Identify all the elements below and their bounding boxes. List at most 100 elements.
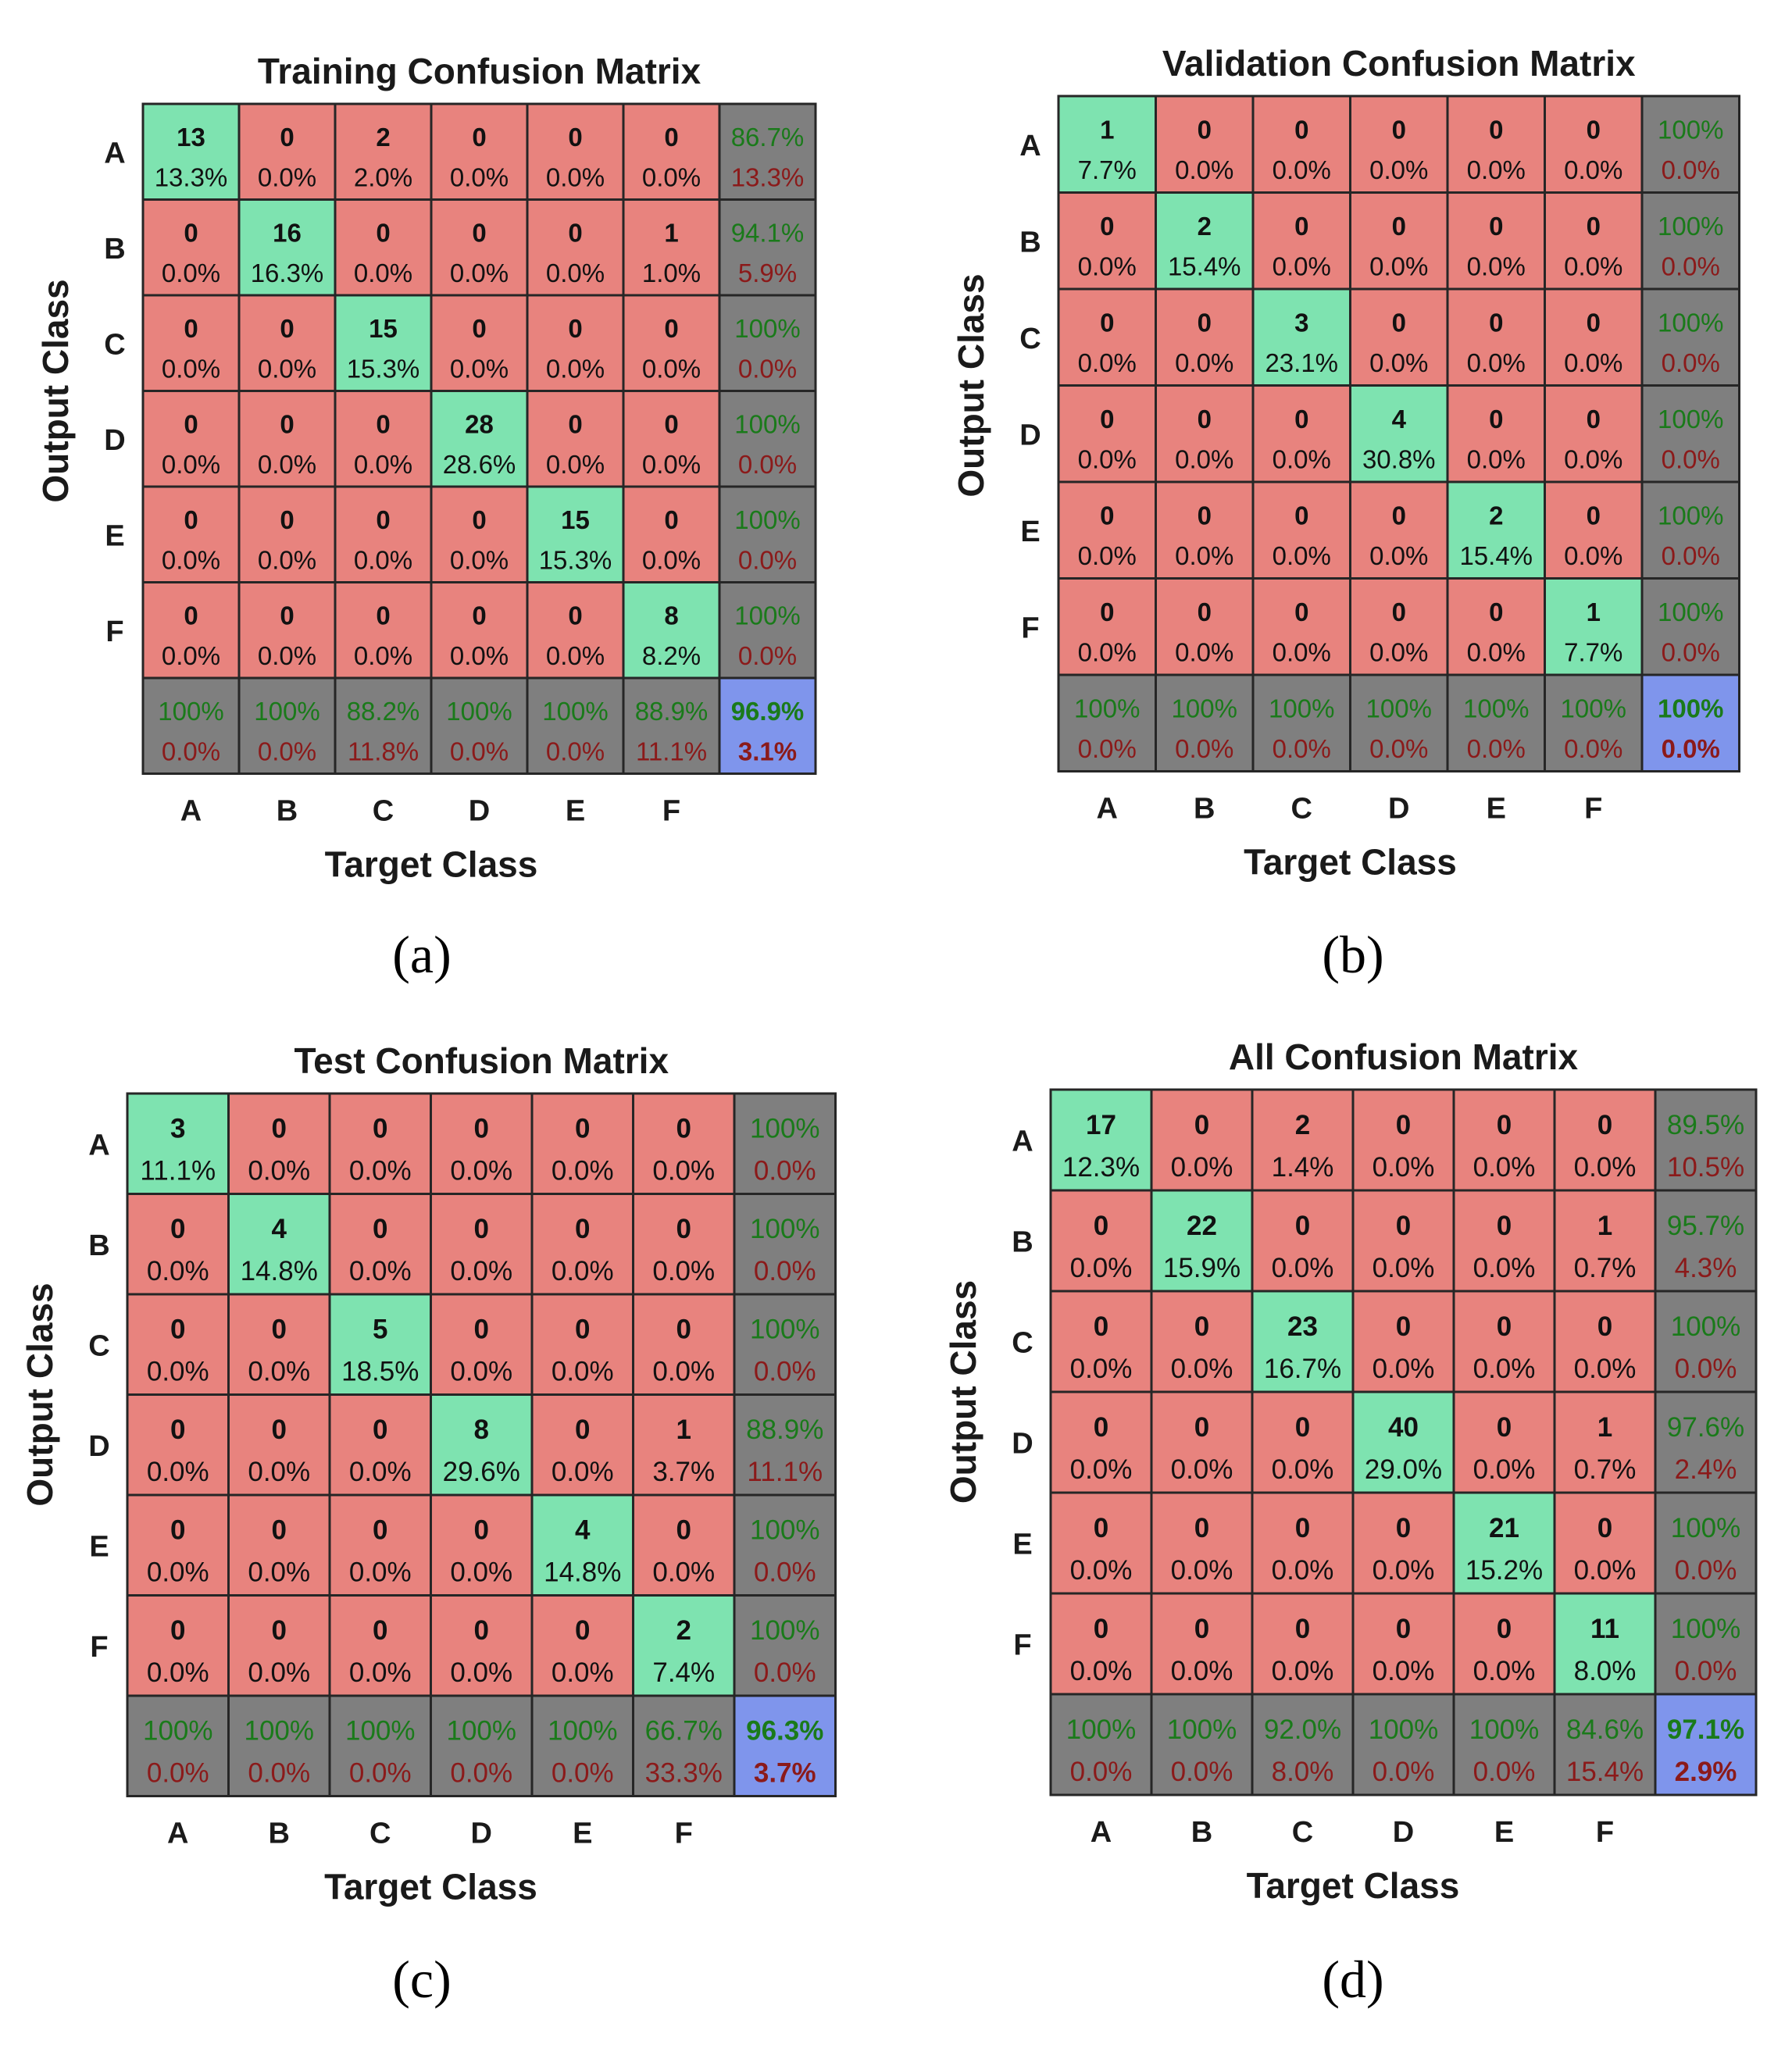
error-cell-value: 0 [1194,1412,1209,1443]
row-summary-cell-percent: 0.0% [1675,1354,1737,1384]
error-cell-percent: 0.0% [1564,252,1622,281]
correct-cell-value: 11 [1590,1614,1619,1644]
error-cell-value: 0 [472,314,486,343]
error-cell-percent: 0.0% [248,1557,310,1588]
column-summary-cell: 100% 0.0% [1452,1693,1556,1796]
error-cell-percent: 0.0% [1467,348,1526,377]
error-cell: 0 0.0% [1155,287,1255,387]
error-cell-percent: 0.0% [450,545,509,574]
column-summary-cell-percent: 0.0% [1078,734,1137,763]
error-cell-value: 0 [676,1315,691,1345]
error-cell: 0 0.0% [632,1493,736,1597]
correct-cell: 8 29.6% [430,1393,534,1497]
error-cell: 0 0.0% [328,1393,432,1497]
error-cell-value: 0 [1094,1412,1108,1443]
error-cell-value: 0 [272,1515,287,1546]
correct-cell: 2 15.4% [1155,191,1255,291]
error-cell-value: 0 [184,218,198,247]
error-cell-value: 2 [1295,1110,1310,1140]
row-tick-label: F [1013,1629,1031,1662]
overall-accuracy-cell-background [733,1694,837,1797]
panel-caption: (c) [392,1950,451,2009]
error-cell: 0 0.0% [334,390,433,488]
error-cell: 1 1.0% [622,198,721,297]
row-summary-cell: 100% 0.0% [1654,1491,1758,1595]
error-cell-background [1446,191,1546,291]
error-cell-value: 0 [472,505,486,534]
overall-accuracy-cell-background [718,676,817,775]
correct-cell-background [227,1193,331,1296]
error-cell-value: 0 [280,505,294,534]
error-cell-percent: 0.0% [1467,445,1526,474]
error-cell: 0 0.0% [227,1493,331,1597]
error-cell-value: 1 [1597,1412,1612,1443]
error-cell-value: 0 [1497,1614,1512,1644]
column-summary-cell-value: 100% [1066,1714,1137,1745]
error-cell-percent: 0.0% [1369,155,1428,184]
error-cell-background [1553,1491,1657,1595]
error-cell-background [227,1092,331,1195]
error-cell-value: 0 [373,1114,387,1144]
error-cell-percent: 0.0% [1473,1152,1536,1183]
error-cell-percent: 0.0% [147,1357,209,1387]
error-cell-percent: 0.0% [552,1256,614,1286]
correct-cell-value: 4 [575,1515,591,1546]
error-cell: 0 0.0% [430,1193,534,1296]
column-tick-label: C [373,795,394,828]
overall-accuracy-cell-value: 96.9% [731,697,805,726]
error-cell: 0 0.0% [530,1293,634,1396]
error-cell-percent: 0.0% [349,1657,412,1688]
error-cell-value: 0 [1489,598,1503,626]
error-cell-percent: 0.0% [1070,1656,1133,1686]
column-summary-cell: 100% 0.0% [1251,673,1351,772]
column-summary-cell-value: 100% [1561,694,1626,723]
column-summary-cell: 88.9% 11.1% [622,676,721,775]
error-cell: 0 0.0% [526,198,625,297]
error-cell-percent: 0.0% [1564,541,1622,570]
row-tick-label: C [104,328,125,361]
correct-cell-percent: 28.6% [443,450,516,479]
column-summary-cell: 100% 0.0% [1150,1693,1254,1796]
error-cell-background [622,390,721,488]
error-cell-value: 0 [376,505,390,534]
correct-cell: 13 13.3% [141,102,241,201]
error-cell: 0 0.0% [1351,1491,1455,1595]
error-cell-value: 0 [664,505,678,534]
row-summary-cell: 100% 0.0% [1640,95,1740,194]
error-cell: 0 0.0% [237,485,337,583]
chart-title: Test Confusion Matrix [294,1040,669,1081]
row-summary-cell-percent: 0.0% [1662,348,1720,377]
error-cell-percent: 0.0% [642,450,701,479]
column-tick-label: F [1596,1816,1614,1849]
error-cell: 0 0.0% [1155,577,1255,676]
column-summary-cell-background [1544,673,1644,772]
error-cell-background [1351,1088,1455,1192]
error-cell-value: 0 [170,1415,185,1445]
error-cell-percent: 0.0% [162,259,220,287]
error-cell-value: 0 [373,1415,387,1445]
error-cell: 0 0.0% [227,1293,331,1396]
error-cell: 0 0.0% [1452,1390,1556,1494]
row-summary-cell-percent: 2.4% [1675,1454,1737,1485]
error-cell-percent: 0.0% [546,641,605,670]
error-cell: 0 0.0% [430,1293,534,1396]
error-cell-value: 1 [676,1415,691,1445]
column-summary-cell-value: 100% [1167,1714,1237,1745]
column-tick-label: B [1191,1816,1212,1849]
overall-accuracy-cell-percent: 3.1% [738,737,797,765]
error-cell-percent: 0.0% [1373,1354,1435,1384]
column-summary-cell: 100% 0.0% [430,676,529,775]
error-cell: 0 0.0% [1049,1290,1153,1393]
correct-cell-background [430,1393,534,1497]
error-cell-percent: 0.0% [1473,1253,1536,1283]
column-summary-cell-percent: 33.3% [645,1758,723,1789]
column-tick-label: F [1584,793,1602,826]
row-summary-cell-value: 100% [1671,1614,1741,1644]
error-cell-value: 0 [376,218,390,247]
correct-cell-value: 8 [474,1415,489,1445]
overall-accuracy-cell-percent: 2.9% [1675,1757,1737,1787]
column-summary-cell-background [622,676,721,775]
row-summary-cell-background [1640,287,1740,387]
error-cell-value: 0 [664,314,678,343]
error-cell-value: 0 [575,1114,590,1144]
